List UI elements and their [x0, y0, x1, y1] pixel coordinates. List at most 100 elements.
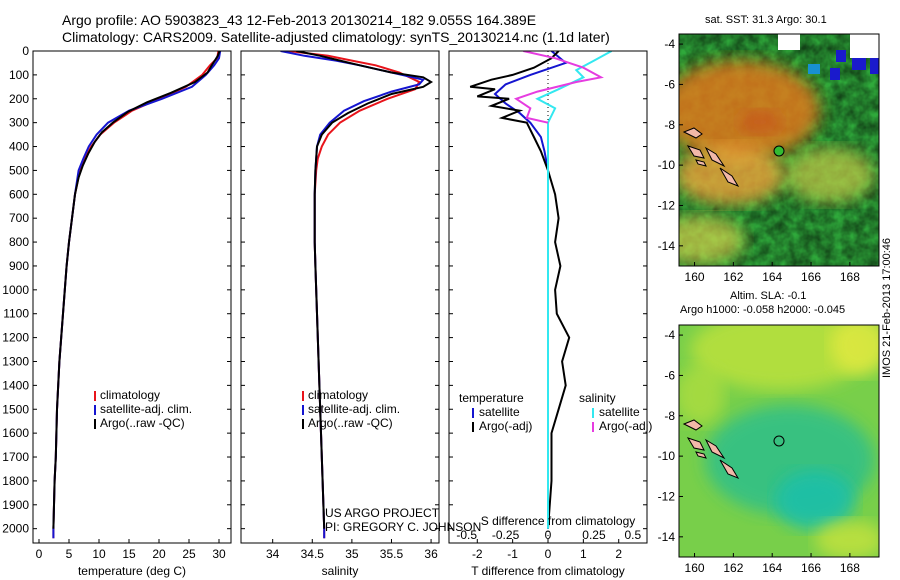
map-x-tick-label: 162 [723, 561, 743, 575]
sst-mid-patch-sw [679, 215, 745, 265]
x-tick-label: 36 [424, 547, 438, 561]
island-shape [682, 419, 703, 431]
sst-cold-cell [808, 64, 820, 74]
series-line-t-argo-adj- [469, 51, 571, 529]
map-y-tick-label: -14 [658, 530, 676, 544]
x-axis-label: temperature (deg C) [78, 564, 186, 578]
x-axis-label: T difference from climatology [471, 564, 625, 578]
sst-islands [682, 127, 740, 188]
island-shape [695, 159, 707, 167]
legend-entry: satellite [479, 405, 520, 419]
sla-map-subtitle: Argo h1000: -0.058 h2000: -0.045 [680, 304, 846, 316]
map-y-tick-label: -12 [658, 198, 676, 212]
sla-map-frame [678, 324, 880, 558]
x-tick-label: 20 [152, 547, 166, 561]
x-tick-label: 0 [36, 547, 43, 561]
salinity-panel: 34 34.5 35 35.5 36 salinity climatologysatelli… [240, 50, 440, 578]
map-y-tick-label: -10 [658, 158, 676, 172]
map-x-tick-label: 166 [801, 270, 821, 284]
sst-warm-patch-south [679, 145, 785, 205]
sst-warm-patch [679, 60, 820, 160]
legend-header-temperature: temperature [459, 391, 524, 405]
map-x-tick-label: 164 [762, 270, 782, 284]
y-tick-label: 400 [9, 140, 29, 154]
sst-map [678, 33, 880, 267]
temperature-series-group [52, 51, 222, 539]
salinity-difference-tick-label: 0 [545, 528, 552, 542]
sst-cold-cell [852, 58, 866, 70]
legend-entry: satellite [599, 405, 640, 419]
island-shape [719, 459, 740, 480]
x-tick-label: 0 [545, 547, 552, 561]
x-tick-label: 2 [615, 547, 622, 561]
x-tick-label: 5 [66, 547, 73, 561]
y-tick-label: 1900 [2, 498, 29, 512]
map-y-tick-label: -12 [658, 489, 676, 503]
sla-high-patch-w [679, 365, 725, 425]
x-tick-label: 1 [580, 547, 587, 561]
salinity-difference-tick-label: -0.5 [456, 528, 477, 542]
map-y-tick-label: -4 [664, 328, 675, 342]
legend-entry: Argo(-adj) [479, 419, 532, 433]
salinity-series-group [280, 51, 434, 539]
y-tick-label: 1800 [2, 474, 29, 488]
map-y-tick-label: -4 [664, 37, 675, 51]
sst-hot-core [738, 110, 782, 134]
sla-islands [682, 419, 740, 480]
y-tick-label: 1600 [2, 426, 29, 440]
salinity-difference-tick-label: 0.5 [625, 528, 642, 542]
legend-entry: Argo(..raw -QC) [100, 416, 185, 430]
island-shape [704, 146, 726, 168]
x-tick-label: 34.5 [301, 547, 325, 561]
x-tick-label: 35 [345, 547, 359, 561]
island-shape [704, 438, 726, 460]
temperature-axes-frame [32, 50, 232, 544]
x-tick-label: -2 [472, 547, 483, 561]
legend-entry: satellite-adj. clim. [308, 402, 400, 416]
sla-argo-location-marker [773, 435, 785, 447]
island-shape [719, 167, 740, 188]
y-tick-label: 300 [9, 116, 29, 130]
map-x-tick-label: 168 [840, 561, 860, 575]
legend-entry: satellite-adj. clim. [100, 402, 192, 416]
x-tick-label: 25 [182, 547, 196, 561]
sst-argo-location-marker [773, 145, 785, 157]
sst-map-frame [678, 33, 880, 267]
series-line-s-satellite [535, 51, 613, 529]
y-tick-label: 1000 [2, 283, 29, 297]
map-y-tick-label: -6 [664, 77, 675, 91]
y-tick-label: 500 [9, 163, 29, 177]
island-shape [695, 451, 707, 459]
series-line-satellite-adj-clim- [52, 51, 222, 539]
x-tick-label: -1 [507, 547, 518, 561]
island-shape [682, 127, 703, 139]
legend-entry: Argo(..raw -QC) [308, 416, 393, 430]
island-shape [686, 437, 705, 451]
y-tick-label: 1400 [2, 378, 29, 392]
y-tick-label: 1200 [2, 331, 29, 345]
x-axis-label: salinity [322, 564, 359, 578]
series-line-argo-raw-qc- [52, 51, 221, 529]
imos-timestamp: IMOS 21-Feb-2013 17:00:46 [881, 237, 893, 378]
series-line-climatology [52, 51, 220, 539]
map-x-tick-label: 160 [685, 561, 705, 575]
series-line-climatology [288, 51, 421, 539]
salinity-axes-frame [240, 50, 440, 544]
series-line-s-argo-adj- [513, 51, 604, 124]
series-line-argo-raw-qc- [296, 51, 434, 529]
map-y-tick-label: -8 [664, 409, 675, 423]
y-tick-label: 1300 [2, 354, 29, 368]
y-tick-label: 900 [9, 259, 29, 273]
series-line-satellite-adj-clim- [280, 51, 426, 539]
map-y-tick-label: -14 [658, 239, 676, 253]
x-tick-label: 15 [122, 547, 136, 561]
sla-high-patch-ne [830, 325, 879, 375]
map-y-tick-label: -8 [664, 118, 675, 132]
y-tick-label: 100 [9, 68, 29, 82]
map-x-tick-label: 162 [723, 270, 743, 284]
sst-cold-cell [870, 58, 879, 74]
map-x-tick-label: 166 [801, 561, 821, 575]
sla-map [678, 324, 880, 558]
figure-title-line1: Argo profile: AO 5903823_43 12-Feb-2013 … [62, 12, 537, 28]
